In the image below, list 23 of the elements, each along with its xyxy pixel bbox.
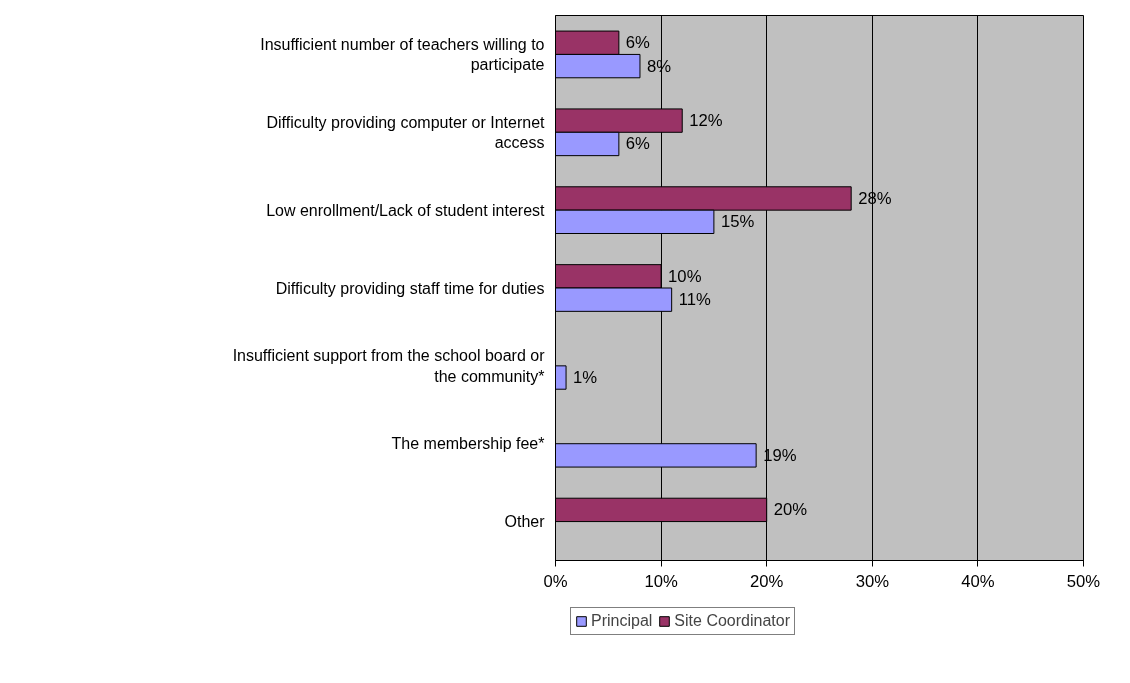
data-label: 6% bbox=[625, 33, 651, 53]
data-label: 10% bbox=[668, 266, 702, 286]
y-tick-label: Difficulty providing computer or Internet access bbox=[266, 113, 546, 151]
y-tick-label: Insufficient support from the school board or the community* bbox=[232, 347, 546, 385]
legend-label: Principal bbox=[591, 612, 653, 630]
data-label: 12% bbox=[689, 111, 723, 131]
data-label: 20% bbox=[773, 500, 808, 520]
y-tick-label: The membership fee* bbox=[391, 435, 545, 453]
x-tick-label: 50% bbox=[1066, 571, 1101, 591]
x-tick-label: 10% bbox=[644, 571, 678, 591]
legend-label: Site Coordinator bbox=[674, 612, 790, 630]
data-label: 15% bbox=[720, 212, 755, 232]
x-tick-label: 40% bbox=[961, 571, 995, 591]
x-tick-label: 30% bbox=[855, 571, 890, 591]
y-tick-label: Low enrollment/Lack of student interest bbox=[266, 201, 546, 219]
x-tick-label: 0% bbox=[543, 571, 568, 591]
data-label: 11% bbox=[678, 290, 711, 310]
data-label: 1% bbox=[573, 368, 598, 388]
y-tick-label: Insufficient number of teachers willing to participate bbox=[260, 35, 545, 74]
y-tick-label: Difficulty providing staff time for duties bbox=[275, 279, 545, 297]
x-tick-label: 20% bbox=[750, 571, 784, 591]
y-tick-label: Other bbox=[504, 513, 546, 531]
data-label: 6% bbox=[625, 134, 651, 154]
